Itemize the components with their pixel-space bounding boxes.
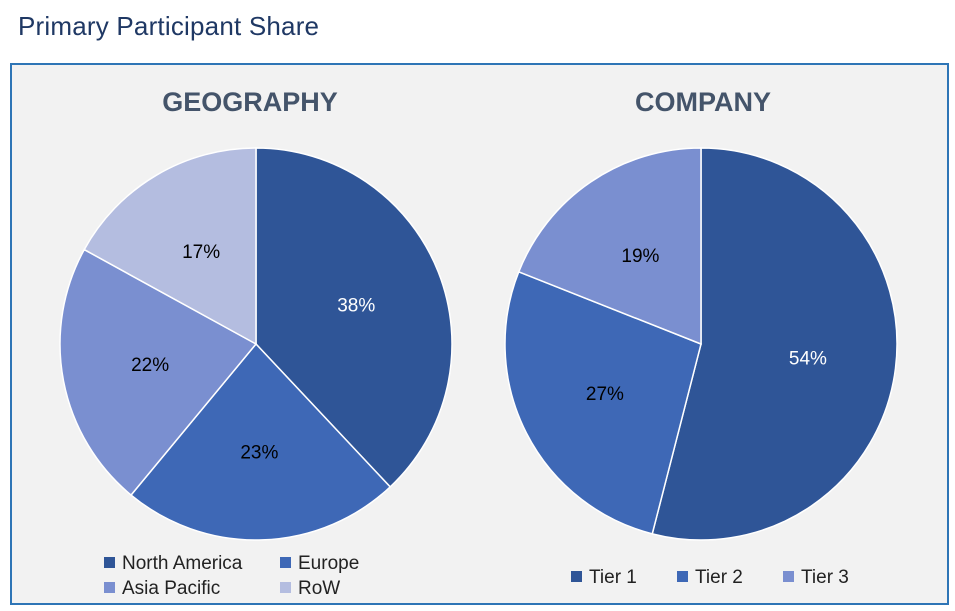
legend-label: North America <box>122 553 243 574</box>
data-label-tier-2: 27% <box>586 384 624 405</box>
legend-swatch <box>783 571 794 582</box>
legend-item-asia-pacific: Asia Pacific <box>104 578 220 600</box>
legend-item-tier-2: Tier 2 <box>677 567 743 589</box>
legend-swatch <box>677 571 688 582</box>
pie-slice-row <box>83 147 257 346</box>
geography-chart-title: GEOGRAPHY <box>162 87 338 117</box>
pie-slice-north-america <box>255 147 453 488</box>
page-title: Primary Participant Share <box>18 11 320 41</box>
legend-label: Tier 1 <box>589 567 637 588</box>
legend-label: Europe <box>298 553 360 574</box>
company-panel: COMPANY 54% 27% 19% Tier 1 Tier 2 Tier 3 <box>457 65 947 603</box>
geography-pie-chart: 38% 23% 22% 17% <box>59 147 453 541</box>
legend-item-north-america: North America <box>104 553 242 575</box>
legend-label: RoW <box>298 578 341 599</box>
pie-slice-tier-3 <box>517 147 702 346</box>
chart-frame: GEOGRAPHY 38% 23% 22% 17% North America Eur… <box>10 63 949 605</box>
legend-item-europe: Europe <box>280 553 359 575</box>
legend-swatch <box>280 582 291 593</box>
geography-legend: North America Europe Asia Pacific RoW <box>104 553 404 603</box>
legend-swatch <box>104 582 115 593</box>
data-label-north-america: 38% <box>337 295 375 316</box>
legend-item-row: RoW <box>280 578 340 600</box>
company-legend: Tier 1 Tier 2 Tier 3 <box>571 567 901 593</box>
data-label-asia-pacific: 22% <box>131 355 169 376</box>
data-label-europe: 23% <box>240 443 278 464</box>
legend-label: Tier 2 <box>695 567 743 588</box>
legend-swatch <box>280 557 291 568</box>
pie-slice-europe <box>130 342 392 541</box>
legend-item-tier-1: Tier 1 <box>571 567 637 589</box>
data-label-tier-1: 54% <box>789 349 827 370</box>
legend-item-tier-3: Tier 3 <box>783 567 849 589</box>
pie-slice-tier-2 <box>504 270 702 535</box>
data-label-row: 17% <box>182 242 220 263</box>
legend-label: Asia Pacific <box>122 578 221 599</box>
pie-slice-tier-1 <box>651 147 898 541</box>
data-label-tier-3: 19% <box>621 246 659 267</box>
company-chart-title: COMPANY <box>634 87 771 117</box>
legend-label: Tier 3 <box>801 567 849 588</box>
legend-swatch <box>571 571 582 582</box>
pie-slice-asia-pacific <box>59 248 258 497</box>
company-pie-chart: 54% 27% 19% <box>504 147 898 541</box>
legend-swatch <box>104 557 115 568</box>
geography-panel: GEOGRAPHY 38% 23% 22% 17% North America Eur… <box>12 65 492 603</box>
